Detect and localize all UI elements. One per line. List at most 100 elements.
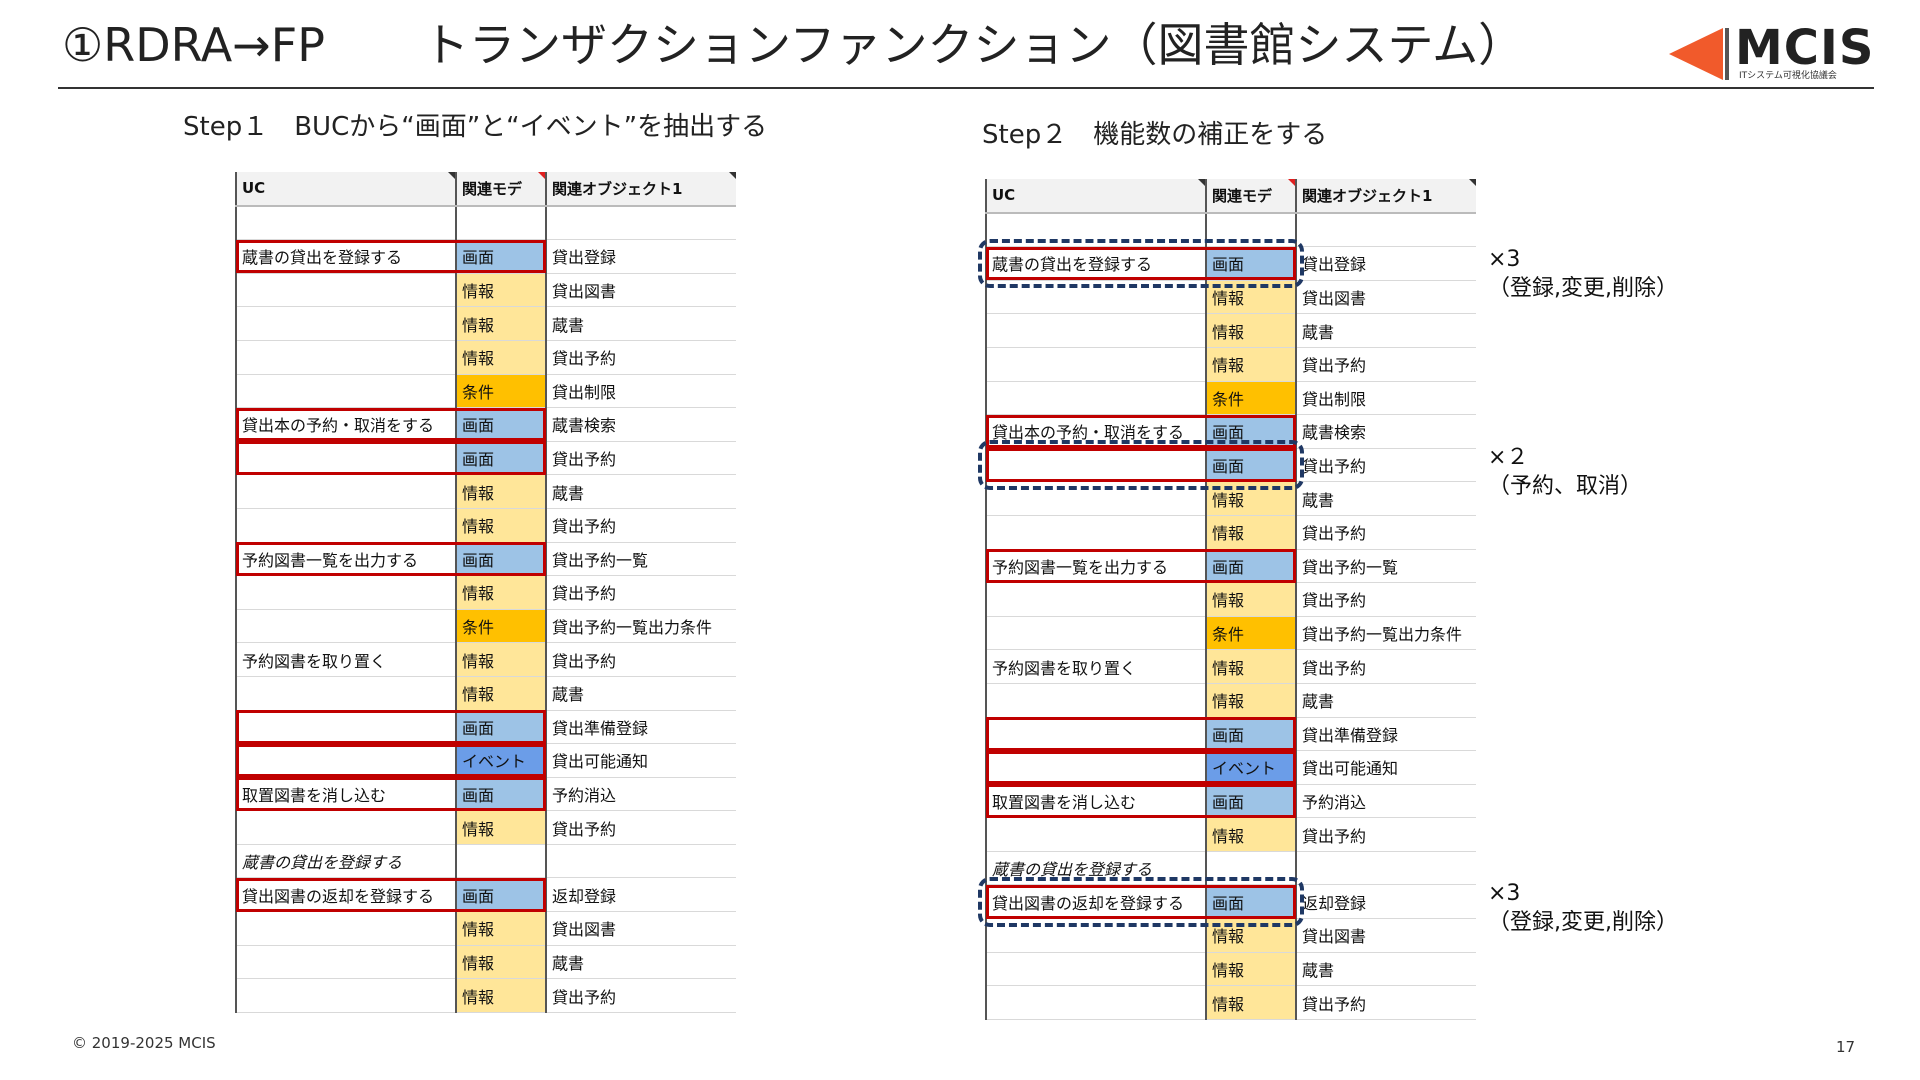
cell-obj: 貸出予約一覧 [545,542,736,577]
cell-uc: 予約図書を取り置く [235,642,456,677]
cell-cat: 情報 [1205,515,1296,550]
table-row: イベント 貸出可能通知 [985,750,1476,785]
cell-obj: 貸出予約 [545,810,736,845]
cell-obj: 貸出可能通知 [1295,750,1476,785]
multiplier-count: ×3 [1488,881,1521,906]
cell-uc [235,810,456,845]
table-row: 情報 貸出予約 [985,817,1476,852]
logo-subtitle: ITシステム可視化協議会 [1739,71,1837,81]
cell-obj: 蔵書 [545,945,736,980]
multiplier-count: ×3 [1488,247,1521,272]
cell-obj: 貸出予約 [1295,582,1476,617]
multiplier-detail: （予約、取消） [1488,473,1643,499]
table-row: 情報 貸出図書 [985,918,1476,953]
cell-cat: 画面 [455,777,546,812]
cell-uc: 取置図書を消し込む [235,777,456,812]
cell-obj: 貸出予約 [545,978,736,1013]
cell-cat: 情報 [1205,582,1296,617]
step2-heading: Step２ 機能数の補正をする [982,114,1327,151]
cell-obj: 返却登録 [545,877,736,913]
logo-arrow-icon [1669,28,1729,80]
title-right: トランザクションファンクション（図書館システム） [422,18,1525,72]
title-divider [58,87,1874,89]
cell-cat [1205,851,1296,886]
cell-obj: 貸出準備登録 [545,710,736,745]
step1-heading: Step１ BUCから“画面”と“イベント”を抽出する [183,106,767,143]
step1-text: BUCから“画面”と“イベント”を抽出する [294,112,768,142]
table-row: 情報 貸出予約 [235,340,736,375]
copyright: © 2019-2025 MCIS [72,1034,216,1052]
logo-text: MCIS [1735,20,1875,76]
cell-obj: 返却登録 [1295,884,1476,920]
step2-table: UC 関連モデ 関連オブジェクト1 蔵書の貸出を登録する 画面 貸出登録 情報 貸出図書… [985,179,1476,1020]
table-row: 条件 貸出制限 [985,381,1476,416]
cell-uc: 予約図書一覧を出力する [235,542,456,577]
cell-cat: 情報 [455,676,546,711]
cell-cat: 画面 [455,710,546,745]
cell-uc: 予約図書一覧を出力する [985,549,1206,584]
title-left: ①RDRA→FP [62,18,325,72]
table-row: 情報 蔵書 [985,683,1476,718]
table-row: 条件 貸出予約一覧出力条件 [985,616,1476,651]
cell-uc [985,582,1206,617]
table-row: 情報 貸出予約 [235,810,736,845]
cell-uc [985,381,1206,416]
cell-uc [235,474,456,509]
cell-obj: 貸出図書 [545,911,736,946]
cell-uc [985,952,1206,987]
cell-uc [985,616,1206,651]
cell-uc [235,609,456,644]
table-row: 情報 蔵書 [235,676,736,711]
cell-obj [545,205,736,241]
cell-uc [985,481,1206,516]
cell-uc [235,743,456,778]
cell-uc [985,717,1206,752]
cell-cat: 情報 [455,911,546,946]
table-row: 蔵書の貸出を登録する 画面 貸出登録 [235,239,736,274]
page-title: ①RDRA→FP トランザクションファンクション（図書館システム） [62,18,1524,73]
cell-cat: 情報 [455,642,546,677]
table-row: 条件 貸出制限 [235,374,736,409]
cell-cat: 条件 [455,374,546,409]
cell-cat: 情報 [1205,347,1296,382]
cell-uc [985,683,1206,718]
cell-uc [235,911,456,946]
cell-obj: 蔵書 [545,676,736,711]
cell-cat: 条件 [1205,616,1296,651]
cell-uc [985,515,1206,550]
cell-uc [235,676,456,711]
cell-cat: 情報 [455,474,546,509]
table-row: 画面 貸出予約 [235,441,736,476]
cell-obj: 貸出準備登録 [1295,717,1476,752]
header-uc: UC [235,172,456,207]
table-row: 情報 蔵書 [235,945,736,980]
multiplier-count: ×２ [1488,445,1529,470]
table-row: 予約図書を取り置く 情報 貸出予約 [985,649,1476,684]
table-row: 条件 貸出予約一覧出力条件 [235,609,736,644]
cell-cat: 情報 [455,340,546,375]
multiplier-detail: （登録,変更,削除） [1488,909,1678,935]
cell-obj: 蔵書 [1295,683,1476,718]
cell-obj: 貸出予約一覧出力条件 [1295,616,1476,651]
cell-obj: 貸出予約一覧出力条件 [545,609,736,644]
cell-uc [235,575,456,610]
cell-uc: 貸出本の予約・取消をする [235,407,456,442]
cell-obj: 貸出図書 [1295,280,1476,315]
cell-uc [235,273,456,308]
header-related-object: 関連オブジェクト1 [1295,179,1476,214]
cell-uc [235,306,456,341]
header-related-model: 関連モデ [1205,179,1296,214]
cell-uc [985,817,1206,852]
page-number: 17 [1836,1038,1856,1056]
table-row: 蔵書の貸出を登録する [985,851,1476,886]
table-row: 取置図書を消し込む 画面 予約消込 [235,777,736,812]
cell-obj: 貸出可能通知 [545,743,736,778]
cell-cat: 情報 [455,273,546,308]
table-row [235,205,736,241]
cell-uc: 蔵書の貸出を登録する [985,851,1206,886]
cell-uc [985,313,1206,348]
table-row: 情報 貸出予約 [985,582,1476,617]
cell-uc: 取置図書を消し込む [985,784,1206,819]
cell-cat: 情報 [1205,817,1296,852]
cell-cat: 画面 [1205,549,1296,584]
